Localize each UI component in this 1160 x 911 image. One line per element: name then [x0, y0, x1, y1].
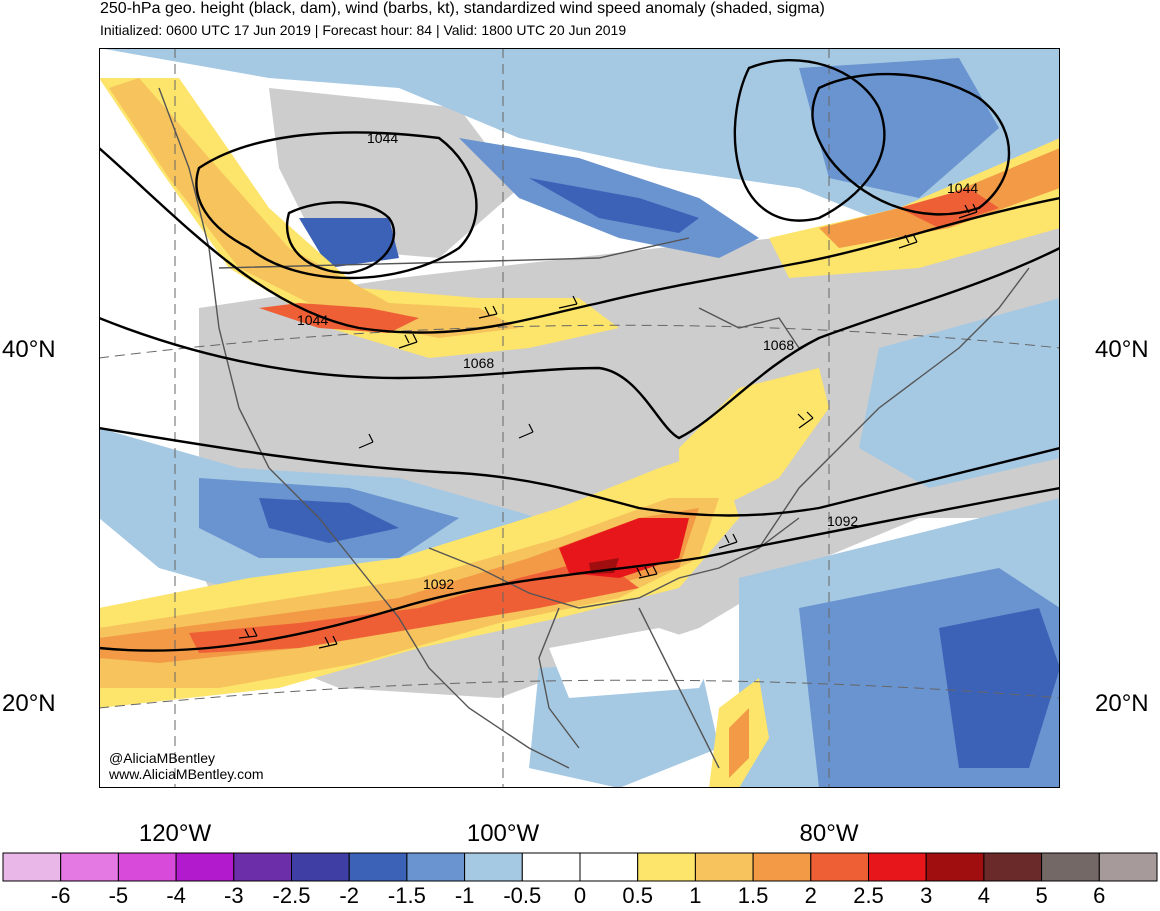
wind-barb [358, 433, 374, 449]
map-title: 250-hPa geo. height (black, dam), wind (… [100, 0, 825, 17]
colorbar-label: 0.5 [622, 883, 653, 908]
lon-label-80w: 80°W [799, 820, 859, 847]
darkblue-caribbean [939, 608, 1060, 768]
graticule [99, 48, 1060, 788]
colorbar-swatch [983, 852, 1043, 882]
colorbar-label: 5 [1035, 883, 1048, 908]
blue-small-low [299, 218, 399, 268]
jet-florida-orange [729, 708, 749, 778]
wind-barb [238, 627, 258, 639]
wind-barb [718, 533, 738, 549]
colorbar-swatch [521, 852, 581, 882]
colorbar-label: -6 [50, 883, 71, 908]
colorbar-swatch [868, 852, 927, 882]
colorbar-swatch [925, 852, 985, 882]
colorbar-label: 6 [1093, 883, 1106, 908]
colorbar-label: 1.5 [737, 883, 769, 908]
wind-barb [636, 565, 658, 579]
colorbar-label: 3 [920, 883, 933, 908]
colorbar-swatch [2, 852, 62, 882]
lon-label-100w: 100°W [466, 820, 540, 847]
wind-barb [958, 203, 978, 219]
blue-ne [799, 58, 999, 198]
colorbar-swatch [752, 852, 812, 882]
colorbar-label: -2 [339, 883, 359, 908]
gray-north [269, 88, 519, 258]
darkblue-west [259, 498, 399, 543]
colorbar-swatch [464, 852, 523, 882]
colorbar-label: -4 [166, 883, 186, 908]
colorbar-swatch [406, 852, 466, 882]
contour-label-1092-b: 1092 [827, 513, 858, 529]
colorbar-label: -3 [224, 883, 244, 908]
wind-barb [898, 233, 918, 249]
colorbar [2, 852, 1158, 882]
lon-label-120w: 120°W [138, 820, 212, 847]
colorbar-swatch [1098, 852, 1158, 882]
colorbar-swatch [175, 852, 235, 882]
colorbar-label: 1 [689, 883, 702, 908]
blue-north-2 [529, 178, 699, 233]
wind-barb [797, 411, 814, 429]
height-contours [99, 59, 1060, 652]
wind-barb [518, 423, 534, 439]
colorbar-swatch [348, 852, 408, 882]
credit-site: www.AliciaMBentley.com [109, 766, 264, 782]
contour-label-1068-a: 1068 [463, 355, 494, 371]
wind-barb [398, 333, 418, 349]
map-subtitle: Initialized: 0600 UTC 17 Jun 2019 | Fore… [100, 22, 627, 38]
lat-label-40n-left: 40°N [2, 336, 56, 363]
colorbar-label: -5 [108, 883, 129, 908]
colorbar-swatch [810, 852, 869, 882]
colorbar-label: 0 [573, 883, 587, 908]
jet-north-orange [109, 78, 519, 338]
contour-label-1044-a: 1044 [367, 130, 398, 146]
colorbar-swatch [291, 852, 350, 882]
colorbar-swatch [60, 852, 119, 882]
wind-barb [318, 635, 338, 649]
wind-barbs [238, 203, 978, 649]
credit-handle: @AliciaMBentley [109, 750, 216, 766]
colorbar-swatch [117, 852, 177, 882]
lat-label-20n-left: 20°N [2, 690, 56, 717]
colorbar-swatch [579, 852, 639, 882]
contour-label-1068-b: 1068 [763, 337, 794, 353]
colorbar-swatch [637, 852, 696, 882]
map-frame [99, 48, 1060, 788]
colorbar-swatch [1041, 852, 1100, 882]
colorbar-label: 2.5 [853, 883, 884, 908]
jet-south-darkorange [99, 508, 699, 663]
wind-barb [558, 295, 578, 309]
colorbar-label: -1.5 [387, 883, 426, 908]
contour-label-1044-b: 1044 [297, 312, 328, 328]
colorbar-label: 4 [977, 883, 991, 908]
jet-north-red [259, 303, 419, 333]
lat-label-40n-right: 40°N [1095, 336, 1149, 363]
light-blue-ne [859, 298, 1060, 488]
contour-labels: 1044 1044 1044 1068 1068 1092 1092 [297, 130, 978, 592]
contour-label-1044-c: 1044 [947, 180, 978, 196]
colorbar-label: -0.5 [503, 883, 542, 908]
colorbar-label: -1 [454, 883, 475, 908]
jet-ne-red [899, 188, 999, 228]
colorbar-swatch [233, 852, 293, 882]
contour-label-1092-a: 1092 [423, 576, 454, 592]
lat-label-20n-right: 20°N [1095, 690, 1149, 717]
weather-map: 1044 1044 1044 1068 1068 1092 1092 [99, 48, 1060, 788]
wind-barb [478, 305, 498, 319]
colorbar-label: 2 [804, 883, 817, 908]
colorbar-label: -2.5 [272, 883, 311, 908]
colorbar-swatch [694, 852, 754, 882]
